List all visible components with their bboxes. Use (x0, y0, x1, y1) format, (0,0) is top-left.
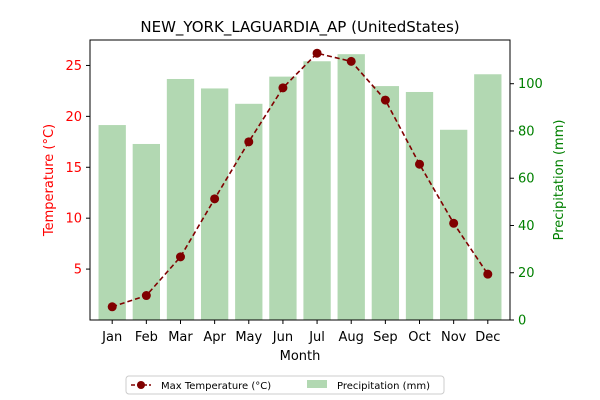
right-tick-label: 40 (518, 219, 535, 234)
precipitation-bar-mar (167, 79, 194, 320)
precipitation-bar-dec (474, 74, 501, 320)
precipitation-bar-jan (99, 125, 126, 320)
x-tick-label-aug: Aug (339, 330, 364, 345)
precipitation-bar-jun (269, 77, 296, 320)
right-tick-label: 20 (518, 266, 535, 281)
x-tick-label-nov: Nov (441, 330, 467, 345)
temperature-point-dec (483, 270, 492, 279)
precipitation-bar-apr (201, 88, 228, 320)
right-axis-label: Precipitation (mm) (552, 120, 567, 241)
legend: Max Temperature (°C) Precipitation (mm) (126, 376, 444, 394)
x-tick-label-sep: Sep (373, 330, 398, 345)
right-axis: 0 20 40 60 80 100 (510, 77, 543, 328)
x-tick-label-dec: Dec (475, 330, 500, 345)
temperature-point-oct (415, 160, 424, 169)
temperature-point-feb (142, 291, 151, 300)
right-tick-label: 100 (518, 77, 543, 92)
temperature-point-nov (449, 219, 458, 228)
precipitation-bar-aug (338, 54, 365, 320)
temperature-point-jan (108, 302, 117, 311)
legend-line-marker (137, 381, 145, 389)
line-layer (108, 49, 493, 312)
legend-temperature-label: Max Temperature (°C) (161, 381, 271, 392)
left-tick-label: 20 (65, 110, 82, 125)
temperature-point-jun (278, 83, 287, 92)
precipitation-bar-jul (303, 61, 330, 320)
right-tick-label: 80 (518, 124, 535, 139)
right-tick-label: 60 (518, 172, 535, 187)
left-tick-label: 25 (65, 59, 82, 74)
temperature-point-jul (313, 49, 322, 58)
precipitation-bar-sep (372, 86, 399, 320)
bars-layer (99, 54, 502, 320)
temperature-point-apr (210, 194, 219, 203)
x-tick-label-jul: Jul (308, 330, 325, 345)
x-axis: Jan Feb Mar Apr May Jun Jul Aug Sep Oct Nov Dec (101, 320, 500, 345)
right-tick-label: 0 (518, 314, 526, 329)
legend-precipitation-label: Precipitation (mm) (337, 381, 430, 392)
left-tick-label: 15 (65, 161, 82, 176)
x-tick-label-oct: Oct (408, 330, 430, 345)
precipitation-bar-may (235, 104, 262, 320)
legend-bar-swatch (307, 380, 327, 388)
chart-title: NEW_YORK_LAGUARDIA_AP (UnitedStates) (140, 18, 459, 37)
temperature-point-may (244, 137, 253, 146)
left-axis: 5 10 15 20 25 (65, 59, 90, 278)
x-tick-label-jan: Jan (101, 330, 122, 345)
x-tick-label-mar: Mar (168, 330, 193, 345)
left-axis-label: Temperature (°C) (42, 124, 57, 237)
x-tick-label-feb: Feb (135, 330, 158, 345)
x-tick-label-may: May (235, 330, 262, 345)
precipitation-bar-oct (406, 92, 433, 320)
temperature-point-mar (176, 252, 185, 261)
x-tick-label-jun: Jun (272, 330, 293, 345)
left-tick-label: 5 (74, 263, 82, 278)
temperature-point-aug (347, 57, 356, 66)
x-axis-label: Month (280, 349, 321, 364)
x-tick-label-apr: Apr (203, 330, 226, 345)
temperature-point-sep (381, 96, 390, 105)
left-tick-label: 10 (65, 212, 82, 227)
